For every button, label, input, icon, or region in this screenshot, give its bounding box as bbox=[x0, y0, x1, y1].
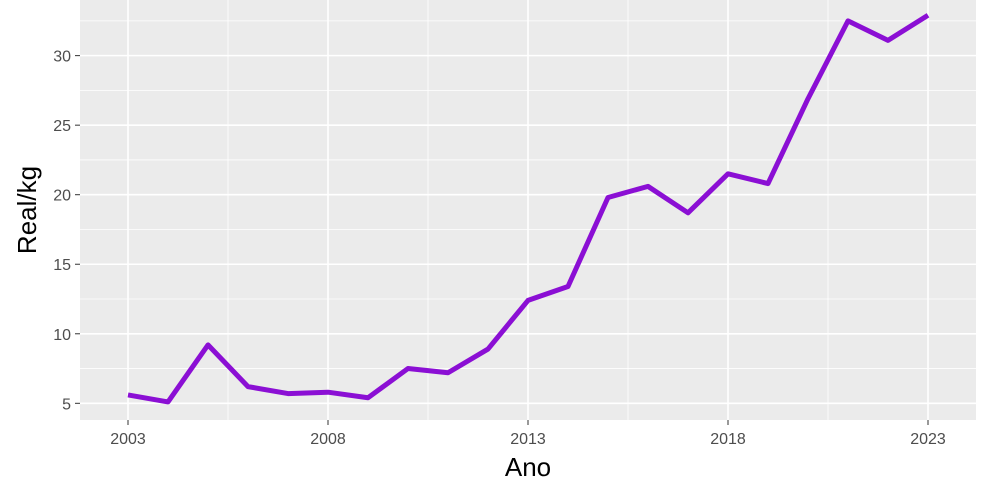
x-tick-label: 2003 bbox=[110, 431, 146, 448]
x-tick-label: 2013 bbox=[510, 431, 546, 448]
x-tick-label: 2018 bbox=[710, 431, 746, 448]
y-tick-label: 20 bbox=[53, 188, 71, 205]
x-tick-label: 2023 bbox=[910, 431, 946, 448]
major-gridlines bbox=[80, 0, 976, 420]
y-axis-title: Real/kg bbox=[12, 166, 42, 254]
y-tick-label: 10 bbox=[53, 327, 71, 344]
y-tick-label: 5 bbox=[62, 396, 71, 413]
y-tick-label: 25 bbox=[53, 118, 71, 135]
x-tick-label: 2008 bbox=[310, 431, 346, 448]
x-axis-title: Ano bbox=[505, 452, 551, 482]
y-tick-label: 30 bbox=[53, 49, 71, 66]
y-axis: 5 10 15 20 25 30 bbox=[53, 49, 80, 413]
x-axis: 2003 2008 2013 2018 2023 bbox=[110, 420, 946, 448]
series-line bbox=[127, 13, 930, 405]
series-layer bbox=[127, 13, 930, 405]
y-tick-label: 15 bbox=[53, 257, 71, 274]
